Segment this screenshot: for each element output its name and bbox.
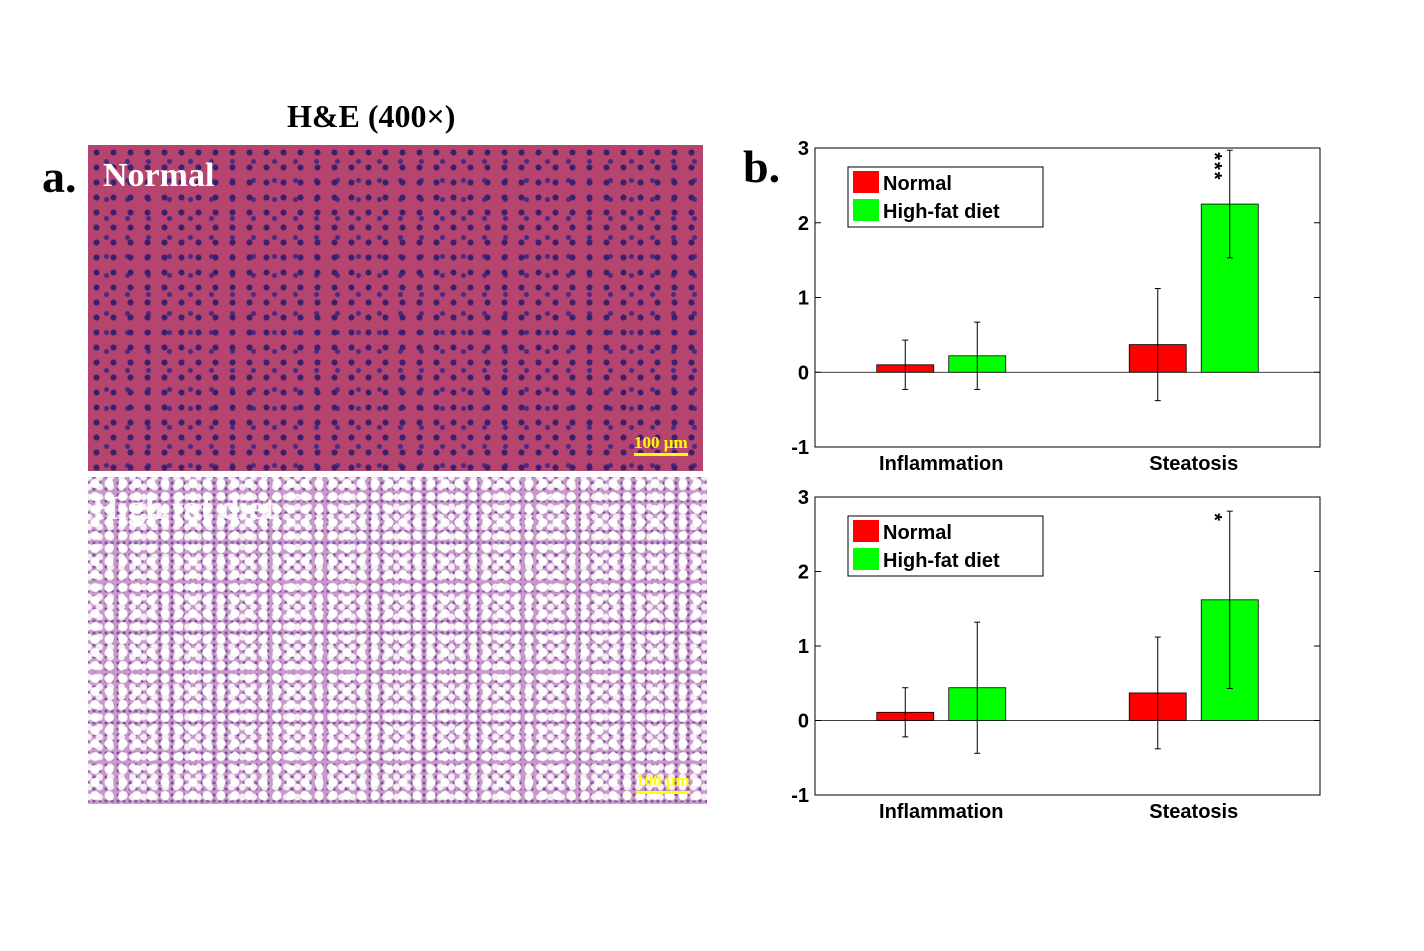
y-tick-label: 1 — [798, 288, 809, 310]
panel-label: a. — [42, 151, 77, 202]
legend-box — [847, 515, 1044, 577]
scale-bar: 100 µm — [634, 433, 688, 456]
legend-label: Normal — [883, 522, 952, 544]
legend-label: High-fat diet — [883, 550, 1000, 572]
y-tick-label: -1 — [791, 437, 809, 459]
x-tick-label: Inflammation — [879, 453, 1003, 475]
legend-label: Normal — [883, 173, 952, 195]
legend-swatch — [853, 548, 879, 570]
histology-image — [88, 477, 707, 804]
legend-label: High-fat diet — [883, 201, 1000, 223]
image-caption: Normal — [103, 157, 215, 194]
significance: *** — [1203, 152, 1225, 181]
y-tick-label: -1 — [791, 785, 809, 807]
panel-label: b. — [743, 141, 781, 192]
legend-swatch — [853, 520, 879, 542]
legend-box — [847, 166, 1044, 228]
significance: * — [1203, 513, 1225, 523]
y-tick-label: 3 — [798, 138, 809, 160]
y-tick-label: 2 — [798, 562, 809, 584]
x-tick-label: Inflammation — [879, 801, 1003, 823]
image-caption: High fat diet — [92, 490, 276, 527]
y-tick-label: 3 — [798, 487, 809, 509]
panel-title: H&E (400×) — [287, 98, 456, 134]
scale-bar: 100 µm — [636, 771, 690, 794]
legend-swatch — [853, 199, 879, 221]
x-tick-label: Steatosis — [1149, 801, 1238, 823]
y-tick-label: 0 — [798, 711, 809, 733]
histology-image — [88, 145, 703, 471]
legend-swatch — [853, 171, 879, 193]
x-tick-label: Steatosis — [1149, 453, 1238, 475]
y-tick-label: 2 — [798, 213, 809, 235]
y-tick-label: 1 — [798, 636, 809, 658]
y-tick-label: 0 — [798, 362, 809, 384]
